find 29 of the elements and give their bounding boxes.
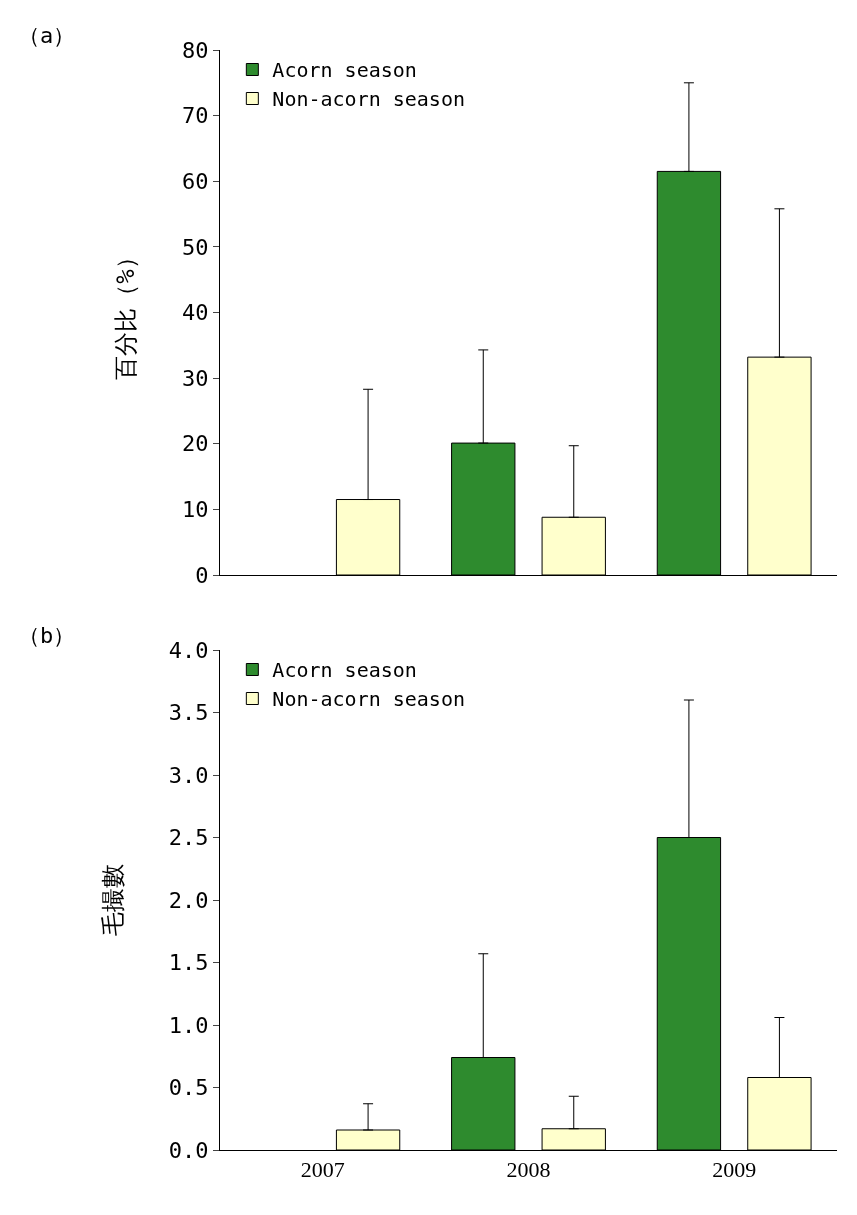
y-tick-label: 10	[182, 497, 209, 523]
x-tick-label: 2008	[506, 1157, 551, 1183]
y-tick-label: 0	[195, 562, 209, 588]
y-tick-label: 0.0	[168, 1137, 209, 1163]
y-tick-label: 2.0	[168, 887, 209, 913]
y-tick-label: 60	[182, 168, 209, 194]
chart-title: （b）	[18, 623, 76, 648]
y-tick-label: 30	[182, 365, 209, 391]
legend-label: Acorn season	[272, 658, 417, 683]
y-tick-label: 50	[182, 234, 209, 260]
y-axis-title: 毛撮數	[98, 864, 127, 936]
y-tick-label: 0.5	[168, 1075, 209, 1101]
y-tick-label: 3.5	[168, 700, 209, 726]
y-tick-label: 20	[182, 431, 209, 457]
y-tick-label: 2.5	[168, 825, 209, 851]
chart-title: （a）	[18, 23, 76, 48]
y-tick-label: 3.0	[168, 762, 209, 788]
legend-label: Non-acorn season	[272, 687, 465, 712]
y-tick-label: 1.5	[168, 950, 209, 976]
y-tick-label: 80	[182, 37, 209, 63]
y-axis-title: 百分比（%）	[112, 245, 141, 380]
y-tick-label: 4.0	[168, 637, 209, 663]
y-tick-label: 70	[182, 103, 209, 129]
y-tick-label: 40	[182, 300, 209, 326]
x-tick-label: 2009	[712, 1157, 757, 1183]
legend-label: Non-acorn season	[272, 87, 465, 112]
x-tick-label: 2007	[300, 1157, 345, 1183]
y-tick-label: 1.0	[168, 1012, 209, 1038]
legend-label: Acorn season	[272, 58, 417, 83]
